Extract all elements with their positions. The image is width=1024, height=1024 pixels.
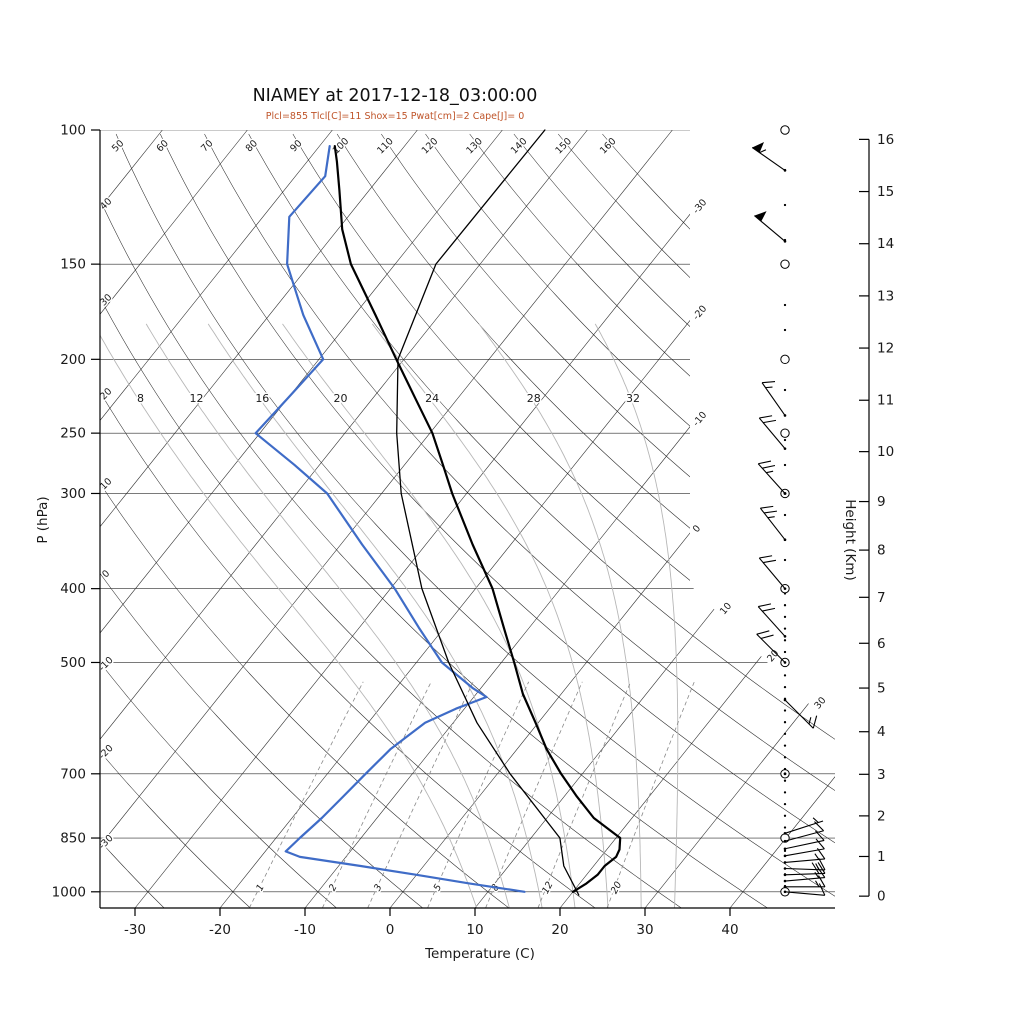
svg-text:70: 70 [199, 138, 215, 154]
svg-text:120: 120 [420, 136, 441, 157]
svg-text:150: 150 [60, 257, 86, 273]
svg-text:12: 12 [877, 341, 894, 357]
svg-text:60: 60 [155, 138, 171, 154]
svg-text:28: 28 [527, 392, 541, 405]
svg-text:12: 12 [189, 392, 203, 405]
svg-text:2: 2 [877, 808, 886, 824]
svg-text:-20: -20 [209, 922, 231, 938]
svg-text:8: 8 [877, 543, 886, 559]
height-axis-label: Height (Km) [842, 499, 858, 580]
svg-text:16: 16 [255, 392, 269, 405]
skewt-grid [100, 130, 835, 908]
svg-text:10: 10 [718, 601, 734, 617]
svg-text:13: 13 [877, 288, 894, 304]
svg-text:20: 20 [551, 922, 568, 938]
chart-title: NIAMEY at 2017-12-18_03:00:00 [252, 86, 538, 106]
dewpoint-line [254, 145, 526, 893]
svg-text:20: 20 [609, 880, 624, 896]
svg-text:-30: -30 [124, 922, 146, 938]
svg-text:16: 16 [877, 132, 894, 148]
svg-text:150: 150 [553, 136, 574, 157]
svg-text:110: 110 [375, 136, 396, 157]
svg-text:100: 100 [60, 123, 86, 139]
temperature-line [333, 145, 622, 893]
svg-text:400: 400 [60, 581, 86, 597]
svg-text:6: 6 [877, 636, 886, 652]
svg-text:5: 5 [877, 681, 886, 697]
svg-text:40: 40 [721, 922, 738, 938]
svg-text:20: 20 [333, 392, 347, 405]
svg-text:15: 15 [877, 184, 894, 200]
svg-text:24: 24 [425, 392, 439, 405]
svg-text:7: 7 [877, 590, 886, 606]
svg-text:300: 300 [60, 486, 86, 502]
svg-text:130: 130 [464, 136, 485, 157]
svg-text:3: 3 [877, 767, 886, 783]
svg-text:8: 8 [137, 392, 144, 405]
wind-barb-column [751, 125, 826, 897]
svg-text:-30: -30 [691, 197, 709, 216]
svg-text:10: 10 [877, 444, 894, 460]
pressure-axis-label: P (hPa) [35, 496, 51, 543]
svg-text:0: 0 [691, 523, 703, 535]
svg-text:4: 4 [877, 724, 886, 740]
svg-text:32: 32 [626, 392, 640, 405]
svg-text:90: 90 [288, 138, 304, 154]
svg-text:12: 12 [540, 880, 555, 896]
svg-text:30: 30 [812, 695, 828, 711]
svg-text:80: 80 [244, 138, 260, 154]
svg-text:14: 14 [877, 236, 894, 252]
svg-text:0: 0 [386, 922, 395, 938]
chart-subtitle: Plcl=855 Tlcl[C]=11 Shox=15 Pwat[cm]=2 C… [265, 111, 525, 122]
svg-text:-10: -10 [691, 410, 709, 429]
svg-text:500: 500 [60, 655, 86, 671]
svg-text:-10: -10 [294, 922, 316, 938]
reference-profile-line [396, 129, 580, 896]
svg-text:1000: 1000 [52, 884, 86, 900]
svg-text:850: 850 [60, 831, 86, 847]
svg-text:160: 160 [598, 136, 619, 157]
svg-text:700: 700 [60, 766, 86, 782]
svg-text:9: 9 [877, 494, 886, 510]
svg-text:-20: -20 [691, 303, 709, 322]
svg-text:10: 10 [466, 922, 483, 938]
temperature-axis-label: Temperature (C) [424, 946, 535, 962]
svg-text:0: 0 [100, 568, 112, 580]
sounding-profiles [254, 129, 622, 896]
svg-text:11: 11 [877, 393, 894, 409]
svg-text:250: 250 [60, 426, 86, 442]
svg-text:200: 200 [60, 352, 86, 368]
svg-text:0: 0 [877, 889, 886, 905]
svg-text:1: 1 [877, 849, 886, 865]
svg-text:30: 30 [636, 922, 653, 938]
